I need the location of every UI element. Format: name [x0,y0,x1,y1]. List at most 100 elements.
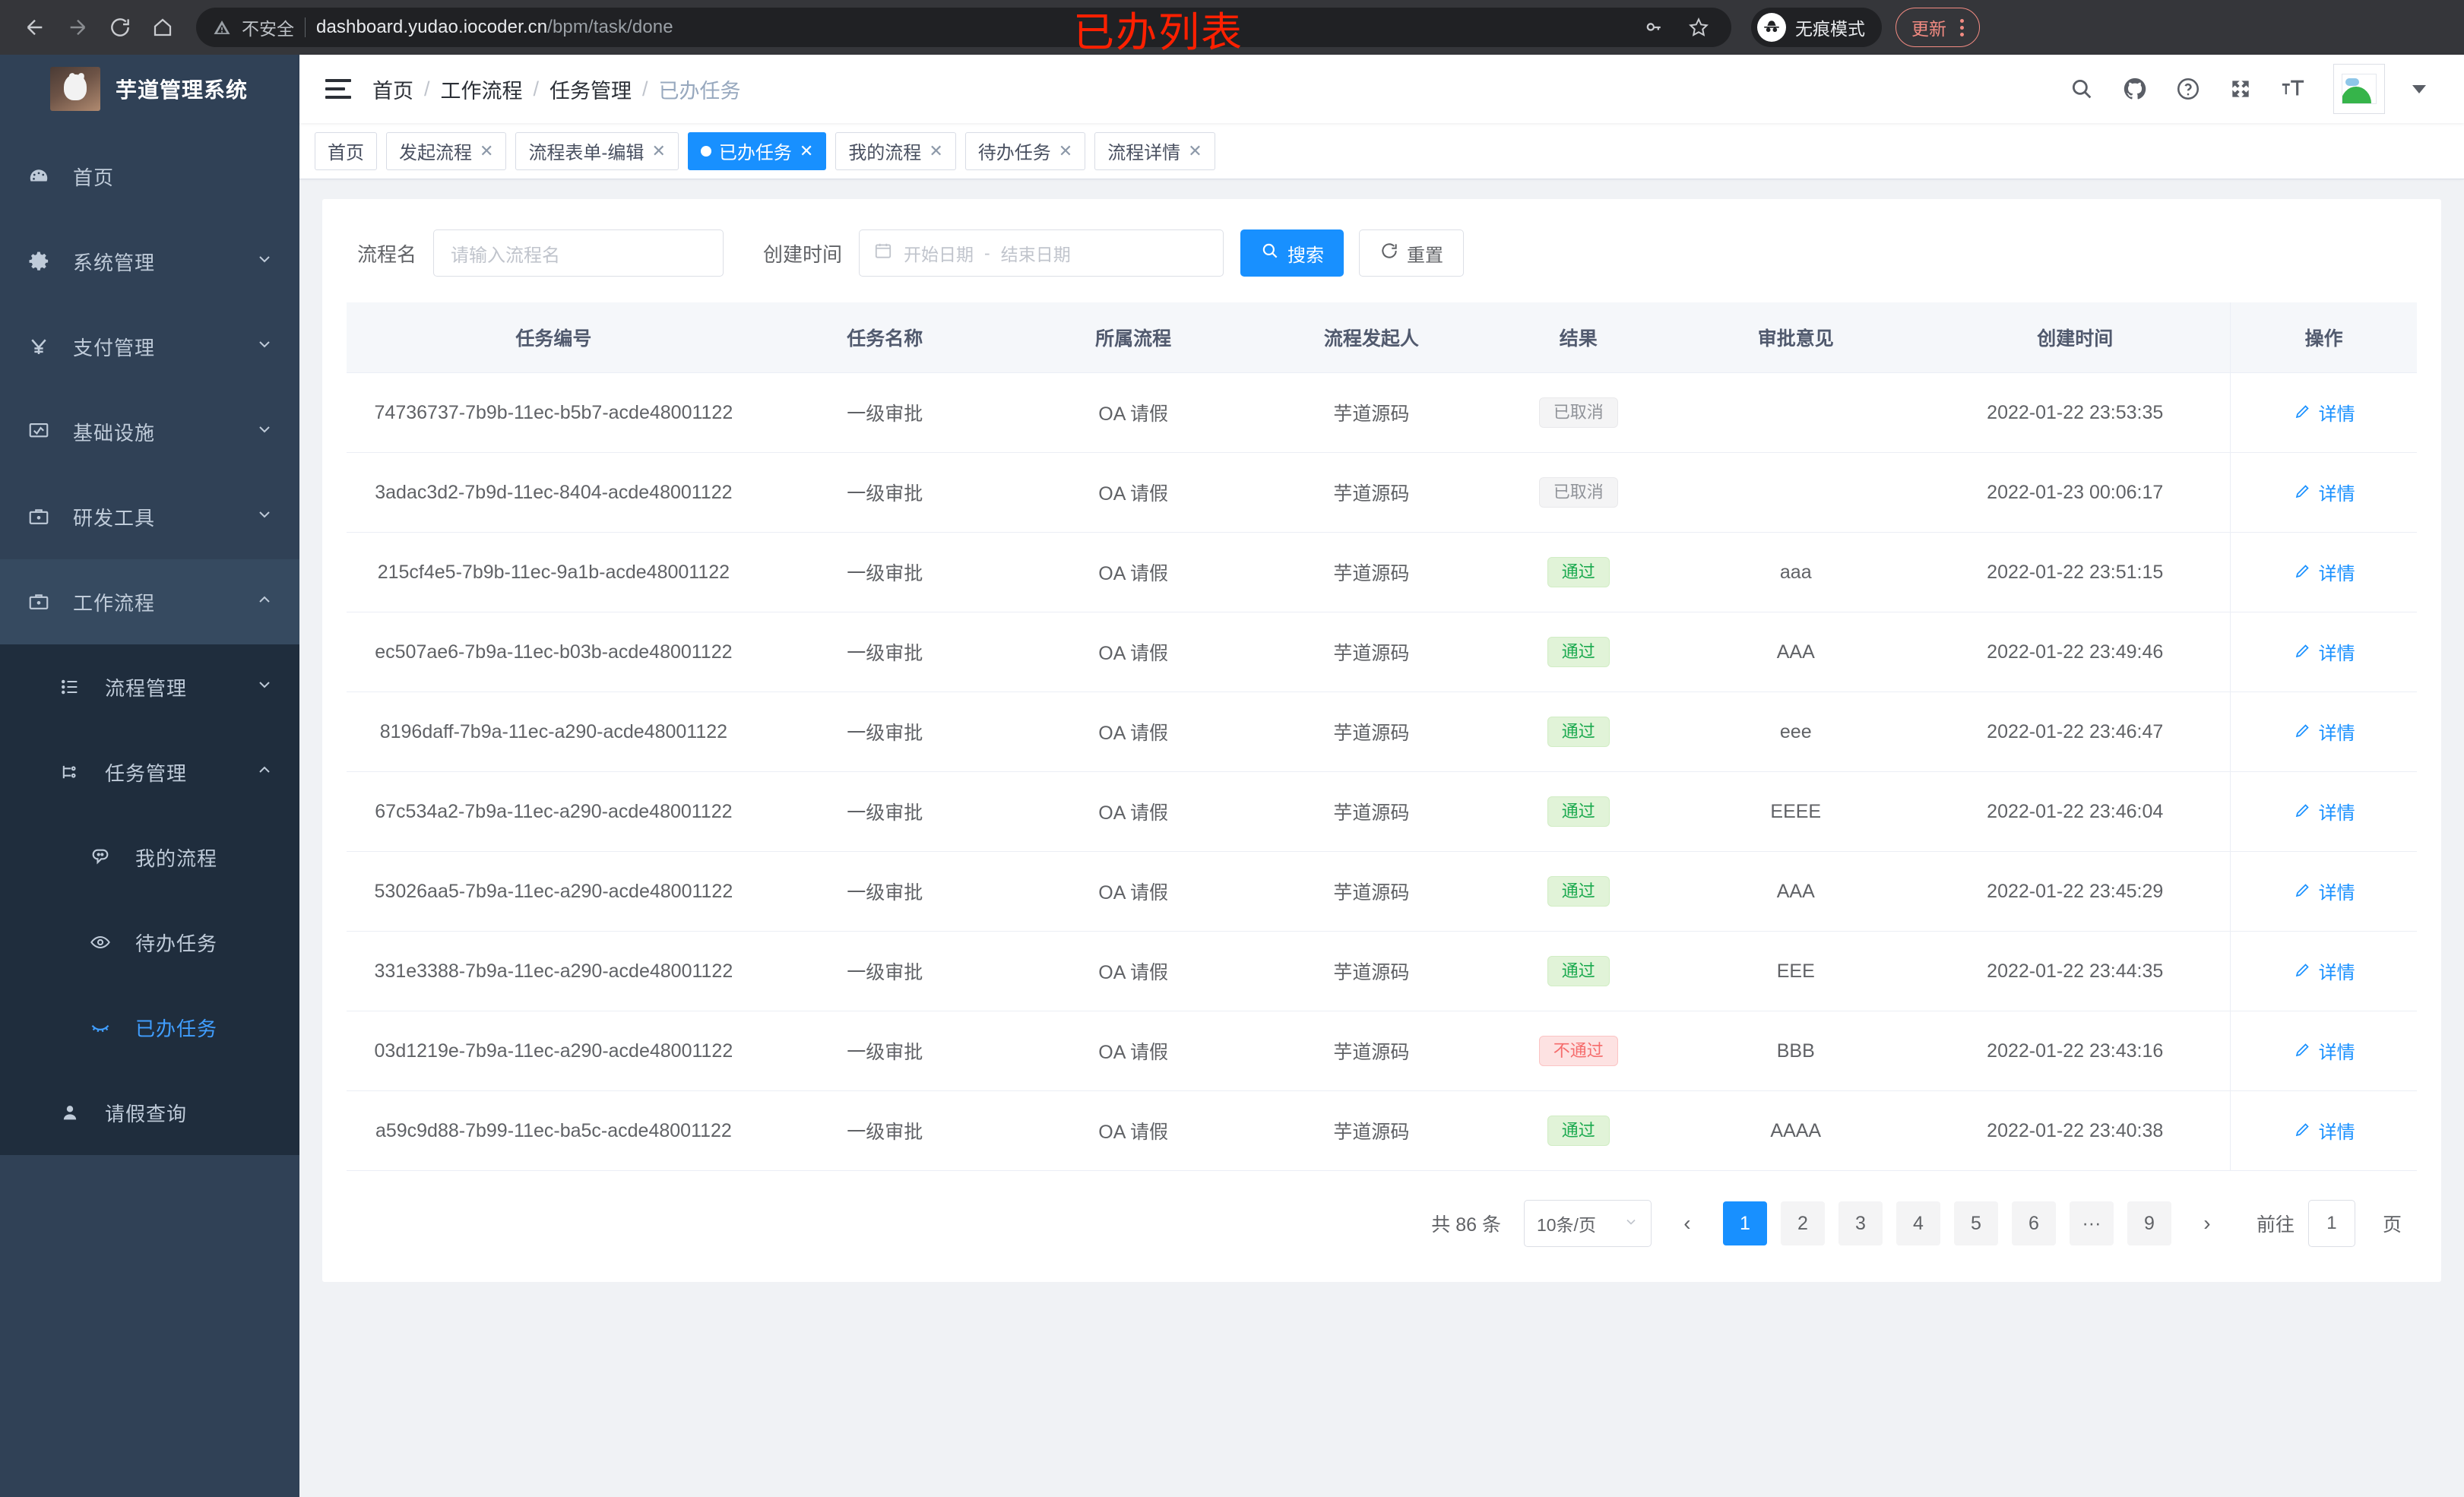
column-process[interactable]: 所属流程 [1009,302,1258,373]
table-row[interactable]: 03d1219e-7b9a-11ec-a290-acde48001122 一级审… [347,1011,2417,1091]
breadcrumb-item-1[interactable]: 工作流程 [440,79,523,103]
close-icon[interactable]: ✕ [1058,141,1073,160]
detail-link[interactable]: 详情 [2293,1117,2355,1144]
detail-link[interactable]: 详情 [2293,399,2355,426]
detail-link[interactable]: 详情 [2293,878,2355,904]
font-size-icon[interactable] [2280,76,2306,102]
breadcrumb-item-2[interactable]: 任务管理 [549,79,632,103]
tab-process-detail[interactable]: 流程详情 ✕ [1094,131,1215,170]
pagination-goto-input[interactable]: 1 [2307,1200,2355,1247]
detail-link[interactable]: 详情 [2293,718,2355,745]
home-icon[interactable] [141,6,184,49]
back-arrow-icon[interactable] [14,6,56,49]
pagination-page-2[interactable]: 2 [1780,1201,1825,1245]
pagination-ellipsis[interactable]: ··· [2069,1201,2114,1245]
cell-result: 通过 [1485,771,1672,852]
search-icon[interactable] [2069,76,2095,102]
address-bar[interactable]: 不安全 dashboard.yudao.iocoder.cn/bpm/task/… [196,8,1731,47]
avatar[interactable] [2333,64,2385,114]
column-created-time[interactable]: 创建时间 [1920,302,2231,373]
sidebar-item-home[interactable]: 首页 [0,134,299,219]
search-button[interactable]: 搜索 [1240,229,1344,277]
cell-task-name: 一级审批 [760,851,1009,932]
table-row[interactable]: 67c534a2-7b9a-11ec-a290-acde48001122 一级审… [347,771,2417,852]
gear-icon [27,250,67,273]
detail-link[interactable]: 详情 [2293,798,2355,824]
close-icon[interactable]: ✕ [480,141,494,160]
pagination-prev[interactable]: ‹ [1683,1211,1691,1235]
cell-process: OA 请假 [1009,372,1258,453]
close-icon[interactable]: ✕ [1188,141,1202,160]
sidebar-item-process-management[interactable]: 流程管理 [0,644,299,730]
reload-icon[interactable] [99,6,141,49]
incognito-indicator[interactable]: 无痕模式 [1751,8,1882,47]
column-result[interactable]: 结果 [1485,302,1672,373]
sidebar-item-system[interactable]: 系统管理 [0,219,299,304]
tab-my-process[interactable]: 我的流程 ✕ [835,131,956,170]
close-icon[interactable]: ✕ [651,141,666,160]
tab-process-form-edit[interactable]: 流程表单-编辑 ✕ [515,131,679,170]
sidebar-item-infrastructure[interactable]: 基础设施 [0,389,299,474]
pagination-page-4[interactable]: 4 [1896,1201,1940,1245]
tab-todo-task[interactable]: 待办任务 ✕ [964,131,1086,170]
sidebar-item-label: 我的流程 [135,847,218,870]
question-circle-icon[interactable] [2175,76,2201,102]
close-icon[interactable]: ✕ [929,141,943,160]
detail-link[interactable]: 详情 [2293,479,2355,505]
process-name-input[interactable]: 请输入流程名 [433,229,724,277]
cell-operation: 详情 [2230,931,2417,1011]
table-row[interactable]: 3adac3d2-7b9d-11ec-8404-acde48001122 一级审… [347,452,2417,533]
pagination-page-3[interactable]: 3 [1838,1201,1883,1245]
detail-link[interactable]: 详情 [2293,559,2355,585]
breadcrumb-item-0[interactable]: 首页 [372,79,413,103]
create-time-daterange[interactable]: 开始日期 - 结束日期 [859,229,1224,277]
fullscreen-icon[interactable] [2228,77,2253,101]
chevron-down-icon[interactable] [2412,84,2426,93]
detail-link[interactable]: 详情 [2293,1037,2355,1064]
table-row[interactable]: 8196daff-7b9a-11ec-a290-acde48001122 一级审… [347,692,2417,772]
table-row[interactable]: a59c9d88-7b99-11ec-ba5c-acde48001122 一级审… [347,1090,2417,1171]
sidebar-item-task-management[interactable]: 任务管理 [0,730,299,815]
detail-label: 详情 [2318,962,2355,983]
update-button[interactable]: 更新 [1896,8,1980,47]
column-task-name[interactable]: 任务名称 [760,302,1009,373]
tab-start-process[interactable]: 发起流程 ✕ [386,131,507,170]
table-row[interactable]: 53026aa5-7b9a-11ec-a290-acde48001122 一级审… [347,851,2417,932]
column-task-id[interactable]: 任务编号 [347,302,761,373]
pagination-page-6[interactable]: 6 [2011,1201,2056,1245]
tab-done-task[interactable]: 已办任务 ✕ [687,131,827,170]
pagination-page-5[interactable]: 5 [1953,1201,1998,1245]
sidebar-item-done-task[interactable]: 已办任务 [0,985,299,1070]
pagination-page-1[interactable]: 1 [1722,1201,1767,1245]
tab-home[interactable]: 首页 [315,131,377,170]
chat-icon [90,847,129,868]
detail-link[interactable]: 详情 [2293,638,2355,665]
table-row[interactable]: 331e3388-7b9a-11ec-a290-acde48001122 一级审… [347,931,2417,1011]
table-row[interactable]: 215cf4e5-7b9b-11ec-9a1b-acde48001122 一级审… [347,532,2417,612]
sidebar-item-my-process[interactable]: 我的流程 [0,815,299,900]
column-opinion[interactable]: 审批意见 [1671,302,1921,373]
table-row[interactable]: ec507ae6-7b9a-11ec-b03b-acde48001122 一级审… [347,612,2417,692]
chrome-menu-icon[interactable] [1956,18,1968,36]
detail-link[interactable]: 详情 [2293,957,2355,984]
page-size-select[interactable]: 10条/页 [1523,1200,1652,1247]
sidebar-item-workflow[interactable]: 工作流程 [0,559,299,644]
breadcrumb-separator: / [533,77,540,100]
reset-button[interactable]: 重置 [1359,229,1465,277]
sidebar-item-todo-task[interactable]: 待办任务 [0,900,299,985]
forward-arrow-icon[interactable] [56,6,99,49]
table-row[interactable]: 74736737-7b9b-11ec-b5b7-acde48001122 一级审… [347,372,2417,453]
sidebar-item-devtools[interactable]: 研发工具 [0,474,299,559]
pagination-next[interactable]: › [2203,1211,2211,1235]
bookmark-star-icon[interactable] [1687,16,1710,39]
column-starter[interactable]: 流程发起人 [1257,302,1486,373]
close-icon[interactable]: ✕ [799,141,814,160]
sidebar-item-payment[interactable]: 支付管理 [0,304,299,389]
password-key-icon[interactable] [1643,17,1664,38]
pagination-page-9[interactable]: 9 [2127,1201,2171,1245]
brand[interactable]: 芋道管理系统 [0,55,299,123]
avatar-image-icon [2342,74,2377,104]
github-icon[interactable] [2122,76,2148,102]
sidebar-item-leave-query[interactable]: 请假查询 [0,1070,299,1155]
sidebar-toggle-icon[interactable] [325,79,351,99]
